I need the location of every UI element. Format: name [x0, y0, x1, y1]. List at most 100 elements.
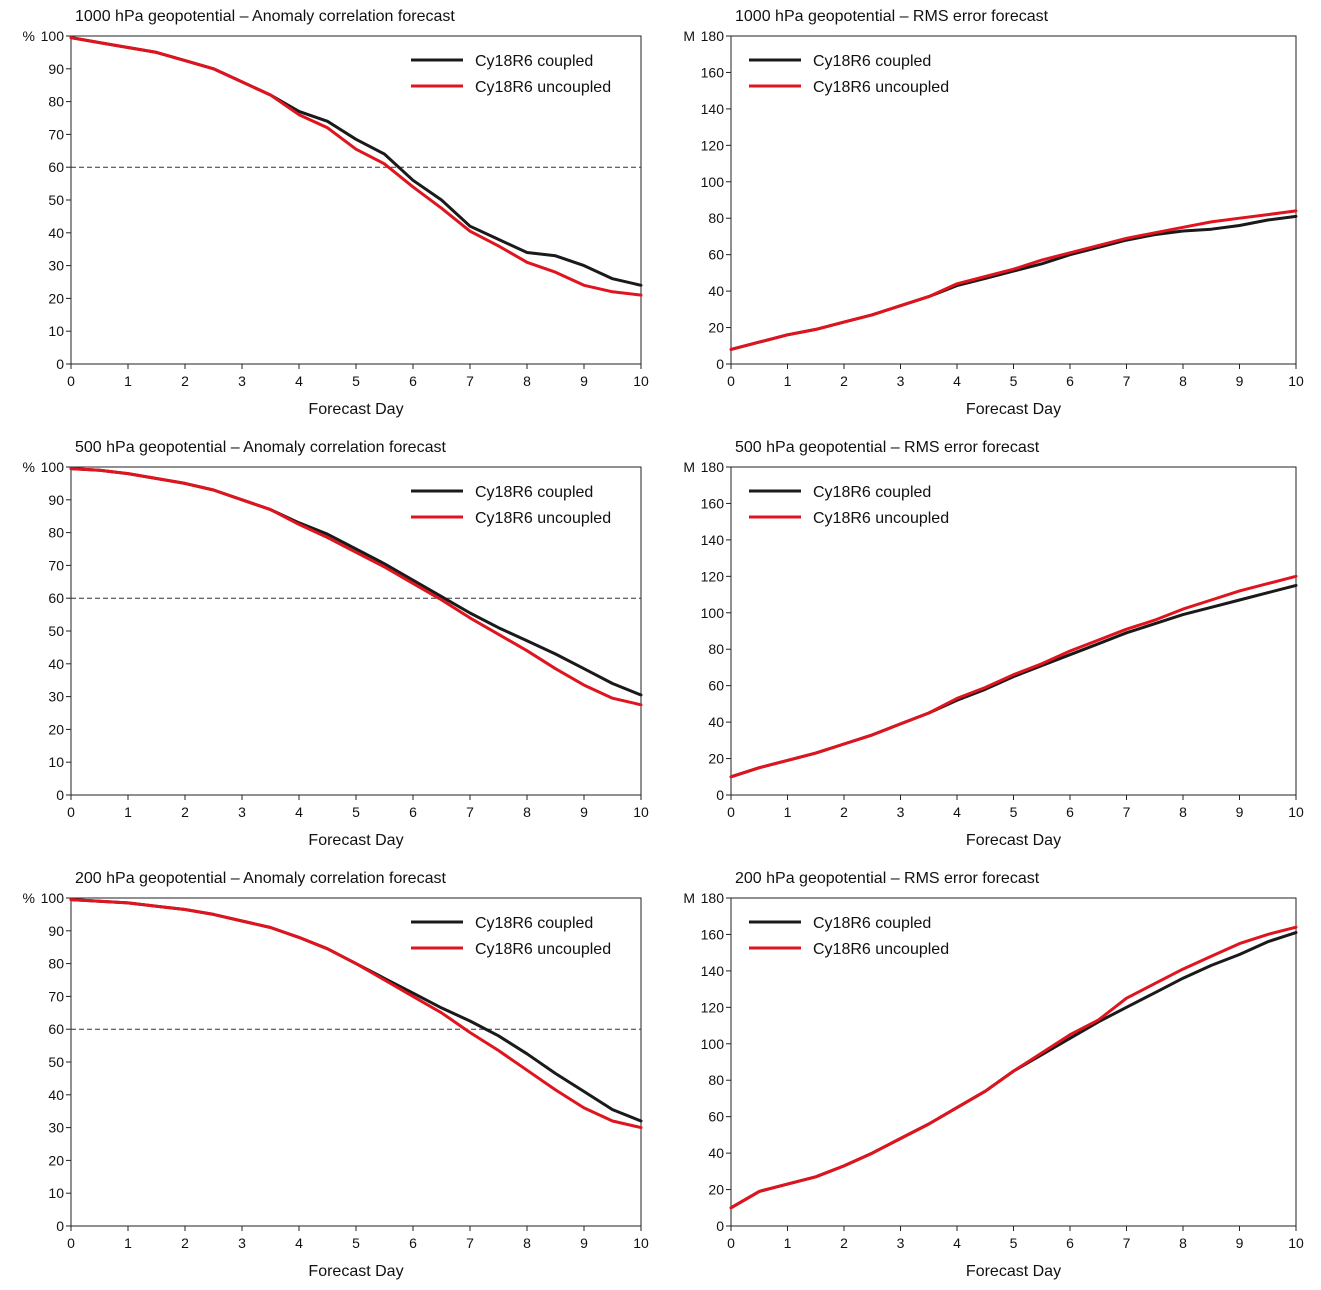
- x-tick-label: 0: [727, 804, 735, 820]
- chart-svg: 500 hPa geopotential – RMS error forecas…: [683, 439, 1304, 849]
- y-tick-label: 180: [701, 890, 725, 906]
- chart-title: 200 hPa geopotential – Anomaly correlati…: [75, 870, 446, 887]
- series-line: [69, 898, 643, 1130]
- y-tick-label: 40: [708, 714, 724, 730]
- x-tick-label: 8: [523, 373, 531, 389]
- series-line: [69, 467, 643, 707]
- x-tick-label: 4: [953, 1235, 961, 1251]
- y-tick-label: 100: [701, 174, 725, 190]
- x-tick-label: 8: [1179, 373, 1187, 389]
- y-tick-label: 30: [48, 1120, 64, 1136]
- x-tick-label: 10: [1288, 373, 1304, 389]
- x-axis-label: Forecast Day: [966, 401, 1061, 418]
- x-tick-label: 4: [295, 373, 303, 389]
- series-line: [729, 925, 1298, 1210]
- chart-title: 500 hPa geopotential – Anomaly correlati…: [75, 439, 446, 456]
- y-tick-label: 20: [708, 751, 724, 767]
- x-tick-label: 2: [840, 373, 848, 389]
- y-unit-label: M: [683, 890, 695, 906]
- x-tick-label: 5: [352, 1235, 360, 1251]
- y-tick-label: 90: [48, 61, 64, 77]
- y-tick-label: 60: [48, 159, 64, 175]
- x-tick-label: 10: [633, 1235, 649, 1251]
- y-tick-label: 100: [41, 890, 65, 906]
- y-tick-label: 0: [716, 787, 724, 803]
- series-line: [69, 36, 643, 297]
- y-tick-label: 40: [708, 1145, 724, 1161]
- y-unit-label: M: [683, 459, 695, 475]
- legend-label: Cy18R6 uncoupled: [475, 941, 611, 958]
- y-tick-label: 60: [708, 247, 724, 263]
- x-tick-label: 6: [1066, 1235, 1074, 1251]
- x-tick-label: 5: [1010, 373, 1018, 389]
- x-tick-label: 5: [352, 804, 360, 820]
- x-tick-label: 9: [580, 373, 588, 389]
- x-tick-label: 10: [633, 804, 649, 820]
- x-tick-label: 0: [727, 1235, 735, 1251]
- x-tick-label: 7: [466, 1235, 474, 1251]
- chart-panel-200-rms: 200 hPa geopotential – RMS error forecas…: [660, 862, 1320, 1290]
- x-tick-label: 0: [67, 1235, 75, 1251]
- x-tick-label: 6: [1066, 804, 1074, 820]
- y-tick-label: 140: [701, 101, 725, 117]
- x-tick-label: 3: [238, 804, 246, 820]
- y-tick-label: 20: [48, 721, 64, 737]
- y-tick-label: 60: [48, 590, 64, 606]
- x-tick-label: 4: [295, 804, 303, 820]
- chart-title: 1000 hPa geopotential – RMS error foreca…: [735, 8, 1049, 25]
- y-tick-label: 0: [56, 356, 64, 372]
- x-tick-label: 8: [1179, 804, 1187, 820]
- y-tick-label: 30: [48, 689, 64, 705]
- y-tick-label: 80: [48, 956, 64, 972]
- y-tick-label: 70: [48, 557, 64, 573]
- x-tick-label: 5: [1010, 804, 1018, 820]
- x-tick-label: 8: [523, 804, 531, 820]
- y-tick-label: 80: [708, 641, 724, 657]
- y-tick-label: 20: [48, 1152, 64, 1168]
- y-tick-label: 100: [701, 1036, 725, 1052]
- chart-panel-200-anomaly: 200 hPa geopotential – Anomaly correlati…: [0, 862, 660, 1290]
- y-tick-label: 90: [48, 923, 64, 939]
- x-axis-label: Forecast Day: [308, 832, 403, 849]
- x-tick-label: 3: [897, 804, 905, 820]
- x-tick-label: 1: [784, 804, 792, 820]
- x-tick-label: 6: [409, 804, 417, 820]
- x-tick-label: 9: [1236, 804, 1244, 820]
- legend-label: Cy18R6 coupled: [475, 53, 593, 70]
- x-tick-label: 2: [181, 373, 189, 389]
- y-tick-label: 140: [701, 532, 725, 548]
- y-tick-label: 60: [48, 1021, 64, 1037]
- y-tick-label: 160: [701, 926, 725, 942]
- x-tick-label: 7: [1123, 373, 1131, 389]
- x-tick-label: 2: [840, 1235, 848, 1251]
- x-tick-label: 3: [238, 1235, 246, 1251]
- y-tick-label: 0: [56, 787, 64, 803]
- legend-label: Cy18R6 coupled: [475, 484, 593, 501]
- y-tick-label: 180: [701, 28, 725, 44]
- legend-label: Cy18R6 uncoupled: [813, 510, 949, 527]
- y-tick-label: 50: [48, 1054, 64, 1070]
- x-tick-label: 0: [727, 373, 735, 389]
- y-tick-label: 20: [708, 320, 724, 336]
- series-line: [729, 209, 1298, 351]
- y-unit-label: %: [23, 459, 35, 475]
- y-tick-label: 20: [48, 290, 64, 306]
- y-tick-label: 160: [701, 64, 725, 80]
- x-tick-label: 10: [1288, 1235, 1304, 1251]
- legend-label: Cy18R6 coupled: [813, 53, 931, 70]
- series-line: [69, 36, 643, 287]
- x-tick-label: 1: [124, 373, 132, 389]
- x-tick-label: 4: [295, 1235, 303, 1251]
- y-tick-label: 70: [48, 988, 64, 1004]
- x-tick-label: 5: [352, 373, 360, 389]
- y-tick-label: 80: [708, 210, 724, 226]
- chart-title: 500 hPa geopotential – RMS error forecas…: [735, 439, 1040, 456]
- legend-label: Cy18R6 uncoupled: [813, 941, 949, 958]
- y-tick-label: 10: [48, 1185, 64, 1201]
- y-tick-label: 50: [48, 623, 64, 639]
- y-unit-label: %: [23, 890, 35, 906]
- legend-label: Cy18R6 coupled: [813, 484, 931, 501]
- x-axis-label: Forecast Day: [966, 832, 1061, 849]
- chart-title: 1000 hPa geopotential – Anomaly correlat…: [75, 8, 455, 25]
- chart-svg: 500 hPa geopotential – Anomaly correlati…: [23, 439, 649, 849]
